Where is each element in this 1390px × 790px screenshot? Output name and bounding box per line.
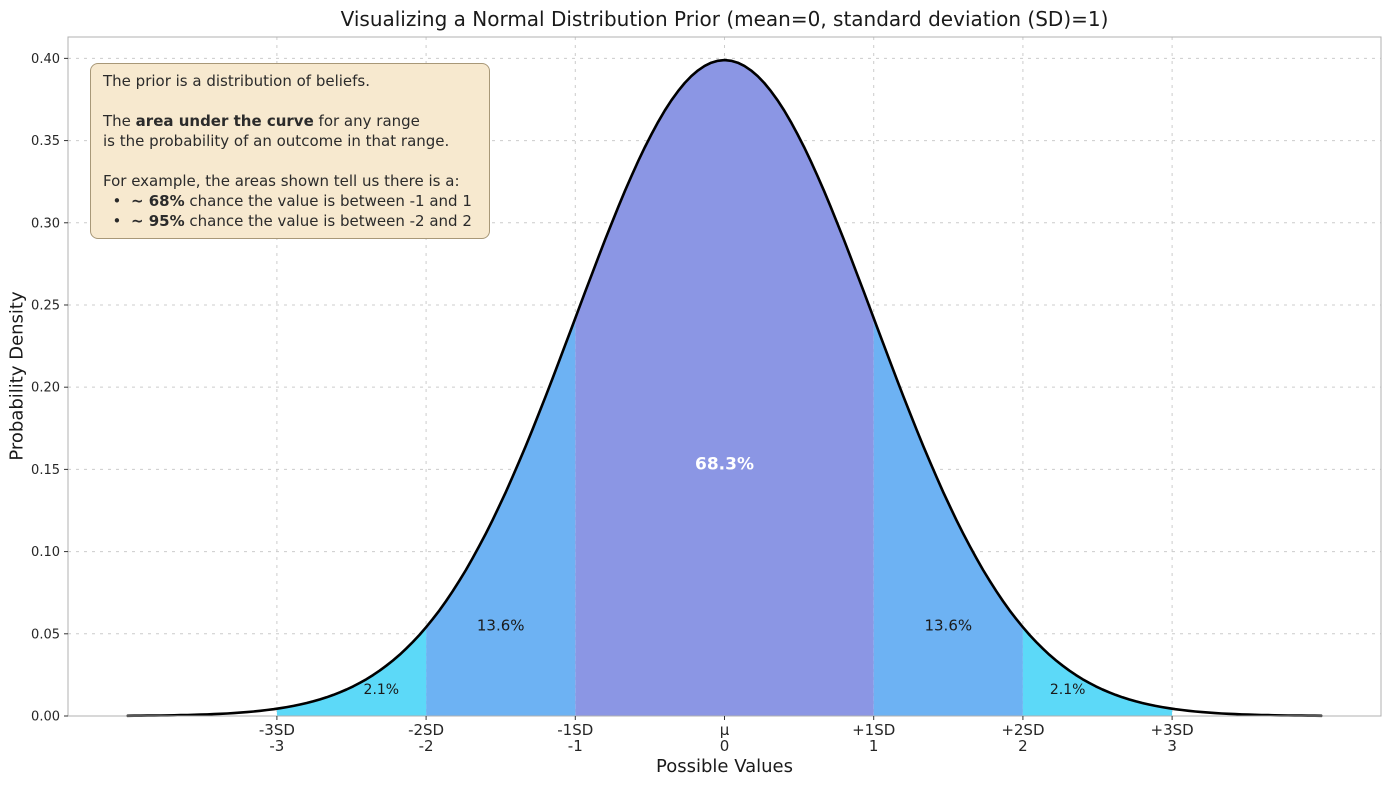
x-tick-label-sd: μ [720, 721, 730, 739]
x-axis-label: Possible Values [655, 756, 793, 777]
note-text: For example, the areas shown tell us the… [103, 172, 460, 190]
y-tick-label: 0.30 [31, 216, 60, 231]
y-tick-label: 0.25 [31, 298, 60, 313]
note-line: The area under the curve for any range [103, 111, 477, 131]
x-tick-label-sd: -3SD [259, 721, 295, 739]
region-label: 68.3% [695, 454, 754, 474]
x-tick-label-value: 2 [1018, 737, 1028, 755]
x-tick-label-value: 1 [869, 737, 879, 755]
y-tick-label: 0.20 [31, 381, 60, 396]
y-tick-label: 0.15 [31, 463, 60, 478]
y-tick-label: 0.00 [31, 710, 60, 725]
note-line: The prior is a distribution of beliefs. [103, 71, 477, 91]
note-text-bold: ~ 68% [130, 192, 185, 210]
x-tick-label-sd: +2SD [1001, 721, 1044, 739]
annotation-text: The prior is a distribution of beliefs. … [103, 71, 477, 231]
x-tick-label-value: -1 [568, 737, 583, 755]
note-text: The prior is a distribution of beliefs. [103, 72, 370, 90]
shaded-region [575, 60, 874, 717]
y-tick-label: 0.35 [31, 134, 60, 149]
region-label: 2.1% [1050, 682, 1086, 698]
x-tick-label-sd: +3SD [1151, 721, 1194, 739]
note-text: chance the value is between -1 and 1 [184, 192, 472, 210]
y-tick-label: 0.05 [31, 627, 60, 642]
note-text: The [103, 112, 136, 130]
note-text: chance the value is between -2 and 2 [184, 212, 472, 230]
x-tick-label-value: 3 [1167, 737, 1177, 755]
y-tick-label: 0.10 [31, 545, 60, 560]
x-tick-label-value: 0 [720, 737, 730, 755]
chart-title: Visualizing a Normal Distribution Prior … [340, 7, 1109, 31]
region-label: 13.6% [924, 617, 972, 635]
y-axis-label: Probability Density [6, 291, 28, 461]
shaded-region [1022, 627, 1173, 716]
annotation-box: The prior is a distribution of beliefs. … [90, 63, 490, 239]
note-line: • ~ 68% chance the value is between -1 a… [103, 191, 477, 211]
note-text: for any range [313, 112, 420, 130]
x-tick-label-sd: +1SD [852, 721, 895, 739]
note-line: • ~ 95% chance the value is between -2 a… [103, 211, 477, 231]
note-line [103, 91, 477, 111]
shaded-region [276, 627, 427, 716]
x-tick-label-value: -3 [269, 737, 284, 755]
y-tick-label: 0.40 [31, 52, 60, 67]
note-line [103, 151, 477, 171]
density-curve [126, 58, 1323, 718]
note-text: • [103, 212, 131, 230]
x-tick-label-sd: -1SD [557, 721, 593, 739]
region-label: 2.1% [364, 682, 400, 698]
note-line: For example, the areas shown tell us the… [103, 171, 477, 191]
region-label: 13.6% [477, 617, 525, 635]
note-text-bold: area under the curve [135, 112, 314, 130]
x-tick-label-sd: -2SD [408, 721, 444, 739]
note-text: is the probability of an outcome in that… [103, 132, 450, 150]
note-line: is the probability of an outcome in that… [103, 131, 477, 151]
note-text-bold: ~ 95% [130, 212, 185, 230]
x-tick-label-value: -2 [419, 737, 434, 755]
note-text: • [103, 192, 131, 210]
